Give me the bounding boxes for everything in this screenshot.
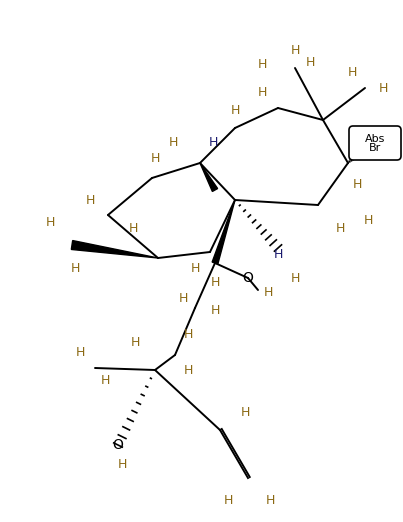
Text: H: H	[223, 493, 233, 506]
Text: H: H	[208, 136, 218, 148]
Text: H: H	[117, 458, 127, 471]
Text: H: H	[45, 216, 55, 229]
Polygon shape	[71, 241, 158, 258]
Text: H: H	[290, 43, 300, 56]
Text: H: H	[305, 55, 315, 68]
Text: H: H	[75, 346, 85, 359]
Text: H: H	[168, 136, 178, 149]
Text: H: H	[240, 406, 250, 419]
Polygon shape	[212, 200, 235, 264]
Text: H: H	[70, 262, 80, 275]
Polygon shape	[200, 163, 218, 192]
Text: Abs: Abs	[365, 134, 385, 144]
Text: O: O	[243, 271, 253, 285]
Text: H: H	[130, 336, 140, 349]
Text: H: H	[190, 262, 200, 275]
Text: H: H	[230, 103, 240, 116]
Text: H: H	[352, 179, 361, 192]
Text: O: O	[112, 438, 123, 452]
Text: H: H	[257, 87, 267, 100]
Text: Br: Br	[369, 143, 381, 153]
Text: H: H	[335, 221, 345, 234]
Text: H: H	[210, 277, 220, 290]
FancyBboxPatch shape	[349, 126, 401, 160]
Text: H: H	[290, 271, 300, 284]
Text: H: H	[150, 151, 160, 164]
Text: H: H	[85, 194, 95, 207]
Text: H: H	[210, 303, 220, 316]
Text: H: H	[273, 248, 283, 262]
Text: H: H	[178, 291, 188, 304]
Text: H: H	[263, 286, 273, 299]
Text: H: H	[128, 221, 138, 234]
Text: H: H	[183, 328, 193, 341]
Text: H: H	[364, 213, 373, 227]
Text: H: H	[183, 363, 193, 376]
Text: H: H	[378, 81, 388, 94]
Text: H: H	[265, 493, 275, 506]
Text: H: H	[347, 65, 357, 78]
Text: H: H	[100, 374, 110, 386]
Text: H: H	[257, 58, 267, 72]
